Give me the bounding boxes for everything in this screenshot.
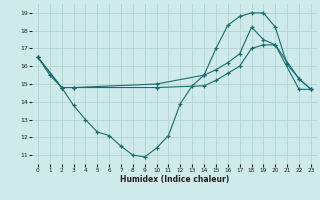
X-axis label: Humidex (Indice chaleur): Humidex (Indice chaleur) bbox=[120, 175, 229, 184]
